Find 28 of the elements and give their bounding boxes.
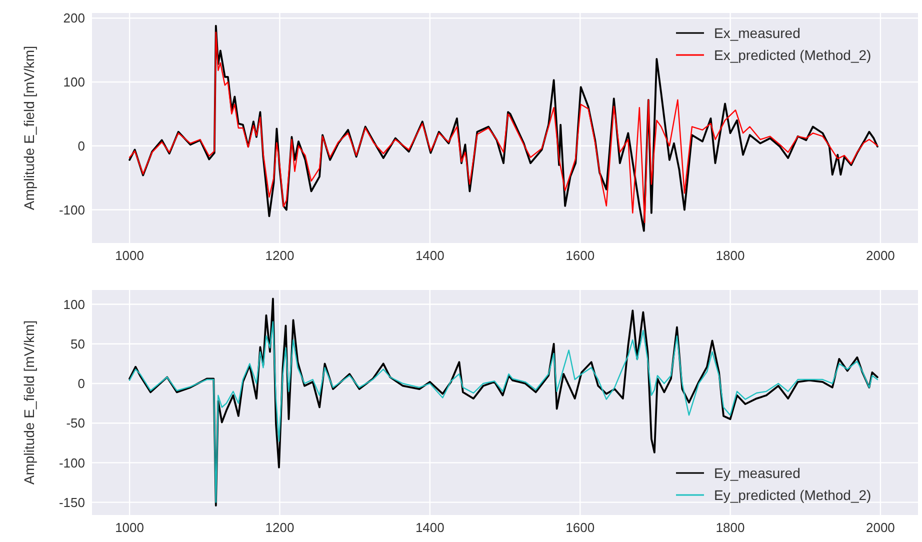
x-tick-label: 1200 (265, 248, 294, 263)
y-tick-label: -150 (58, 494, 85, 510)
y-tick-label: -50 (66, 416, 85, 431)
x-tick-label: 1800 (716, 520, 745, 535)
legend-label: Ex_measured (714, 24, 800, 41)
x-tick-label: 1400 (415, 520, 444, 535)
x-tick-label: 1600 (566, 248, 595, 263)
y-axis-title: Amplitude E_field [mV/km] (21, 320, 37, 485)
y-tick-label: 200 (63, 10, 85, 26)
y-tick-label: -100 (58, 455, 85, 470)
x-tick-label: 1000 (115, 248, 144, 263)
x-tick-label: 2000 (866, 248, 895, 263)
y-tick-label: -100 (58, 202, 85, 218)
y-tick-label: 0 (78, 376, 85, 392)
x-tick-label: 1800 (716, 248, 745, 263)
y-tick-label: 100 (63, 74, 85, 90)
legend-label: Ey_measured (714, 464, 800, 481)
x-tick-label: 1400 (415, 248, 444, 263)
legend-label: Ex_predicted (Method_2) (714, 46, 872, 63)
x-tick-label: 1600 (566, 520, 595, 535)
x-tick-label: 1000 (115, 520, 144, 535)
y-tick-label: 50 (70, 336, 85, 352)
y-tick-label: 100 (63, 296, 85, 312)
y-axis-title: Amplitude E_field [mV/km] (21, 46, 37, 210)
x-tick-label: 2000 (866, 520, 895, 535)
y-tick-label: 0 (78, 138, 85, 154)
legend-label: Ey_predicted (Method_2) (714, 486, 872, 503)
x-tick-label: 1200 (265, 520, 294, 535)
